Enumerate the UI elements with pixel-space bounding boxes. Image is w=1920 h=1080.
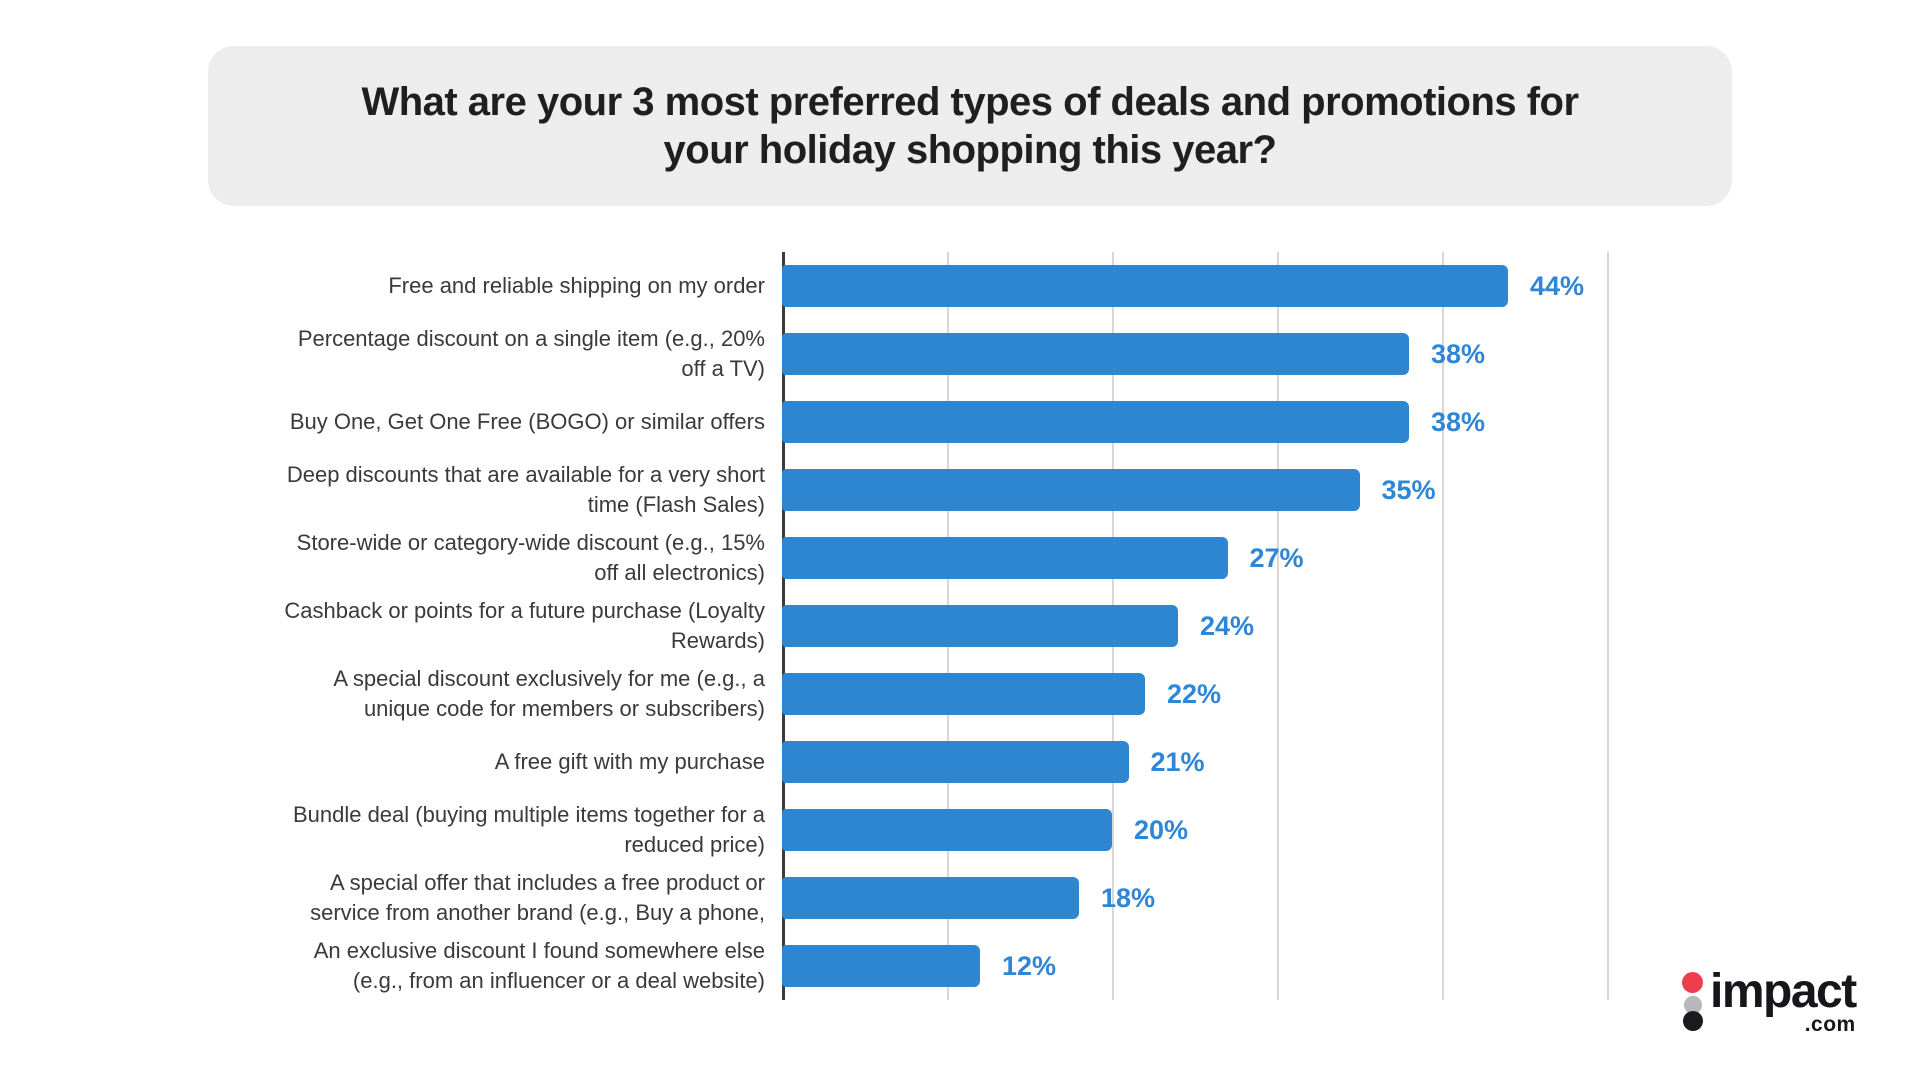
bar [782, 809, 1112, 851]
value-label: 12% [1002, 950, 1057, 981]
value-label: 38% [1431, 406, 1486, 437]
bar [782, 333, 1409, 375]
gridline [1607, 252, 1609, 1000]
category-label: Buy One, Get One Free (BOGO) or similar … [289, 409, 765, 434]
value-label: 35% [1381, 474, 1436, 505]
value-label: 20% [1134, 814, 1189, 845]
logo-text: impact .com [1710, 965, 1857, 1036]
logo-dot-red-icon [1682, 972, 1703, 993]
bar-track: 35% [782, 456, 1710, 524]
chart-row: Free and reliable shipping on my order 44… [150, 252, 1710, 320]
chart-row: A special offer that includes a free pro… [150, 864, 1710, 932]
chart-rows: Free and reliable shipping on my order 44… [150, 252, 1710, 1000]
value-label: 38% [1431, 338, 1486, 369]
bar [782, 673, 1145, 715]
logo-dot-black-icon [1682, 1011, 1703, 1031]
bar-track: 21% [782, 728, 1710, 796]
logo-wordmark: impact [1710, 965, 1857, 1018]
category-label: Store-wide or category-wide discount (e.… [296, 530, 765, 585]
bar [782, 265, 1508, 307]
bar-track: 12% [782, 932, 1710, 1000]
bar-track: 20% [782, 796, 1710, 864]
bar-track: 27% [782, 524, 1710, 592]
bar [782, 537, 1228, 579]
value-label: 18% [1101, 882, 1156, 913]
category-label: Deep discounts that are available for a … [286, 462, 765, 517]
bar-track: 38% [782, 320, 1710, 388]
category-label: Percentage discount on a single item (e.… [297, 326, 765, 381]
category-label: Cashback or points for a future purchase… [284, 598, 765, 653]
category-label: A free gift with my purchase [494, 749, 765, 774]
bar [782, 877, 1079, 919]
title-card: What are your 3 most preferred types of … [208, 46, 1732, 206]
chart-row: Cashback or points for a future purchase… [150, 592, 1710, 660]
bar-track: 44% [782, 252, 1710, 320]
value-label: 22% [1167, 678, 1222, 709]
gridline [1277, 252, 1279, 1000]
value-label: 24% [1200, 610, 1255, 641]
bar-track: 18% [782, 864, 1710, 932]
bar [782, 401, 1409, 443]
category-label: An exclusive discount I found somewhere … [313, 938, 765, 993]
value-label: 44% [1530, 270, 1585, 301]
chart-row: A special discount exclusively for me (e… [150, 660, 1710, 728]
category-label: Bundle deal (buying multiple items toget… [292, 802, 765, 857]
chart-row: Store-wide or category-wide discount (e.… [150, 524, 1710, 592]
chart-row: An exclusive discount I found somewhere … [150, 932, 1710, 1000]
bar-track: 24% [782, 592, 1710, 660]
gridline [1442, 252, 1444, 1000]
chart-row: Bundle deal (buying multiple items toget… [150, 796, 1710, 864]
value-label: 27% [1249, 542, 1304, 573]
bar [782, 469, 1360, 511]
bar-chart: Free and reliable shipping on my order 44… [150, 252, 1710, 1000]
chart-row: Buy One, Get One Free (BOGO) or similar … [150, 388, 1710, 456]
bar [782, 741, 1129, 783]
bar [782, 605, 1178, 647]
category-label: A special offer that includes a free pro… [310, 870, 765, 925]
bar [782, 945, 980, 987]
bar-track: 22% [782, 660, 1710, 728]
chart-row: A free gift with my purchase 21% [150, 728, 1710, 796]
category-label: Free and reliable shipping on my order [388, 273, 765, 298]
category-label: A special discount exclusively for me (e… [333, 666, 765, 721]
bar-track: 38% [782, 388, 1710, 456]
logo-dot-gray-icon [1683, 996, 1702, 1014]
value-label: 21% [1150, 746, 1205, 777]
chart-row: Percentage discount on a single item (e.… [150, 320, 1710, 388]
impact-com-logo: impact .com [1682, 965, 1857, 1036]
chart-title: What are your 3 most preferred types of … [361, 80, 1579, 172]
chart-row: Deep discounts that are available for a … [150, 456, 1710, 524]
logo-dots-icon [1682, 972, 1703, 1031]
logo-tld: .com [1804, 1013, 1856, 1036]
